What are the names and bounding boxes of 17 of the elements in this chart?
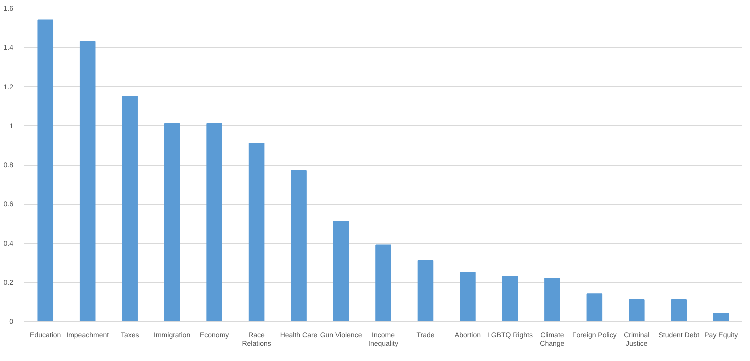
bar bbox=[248, 142, 265, 322]
bar bbox=[333, 221, 350, 322]
bar bbox=[80, 41, 96, 322]
bar bbox=[376, 244, 392, 322]
bar bbox=[544, 278, 560, 322]
bar bbox=[206, 123, 222, 322]
bar bbox=[460, 272, 476, 322]
bar bbox=[629, 299, 645, 322]
bar bbox=[291, 170, 307, 322]
bar bbox=[418, 260, 434, 322]
bar bbox=[502, 276, 518, 322]
bar bbox=[122, 96, 138, 322]
bar bbox=[671, 299, 688, 322]
bar bbox=[586, 294, 603, 322]
bar bbox=[164, 123, 180, 322]
bar bbox=[713, 313, 730, 322]
bar bbox=[38, 20, 54, 322]
